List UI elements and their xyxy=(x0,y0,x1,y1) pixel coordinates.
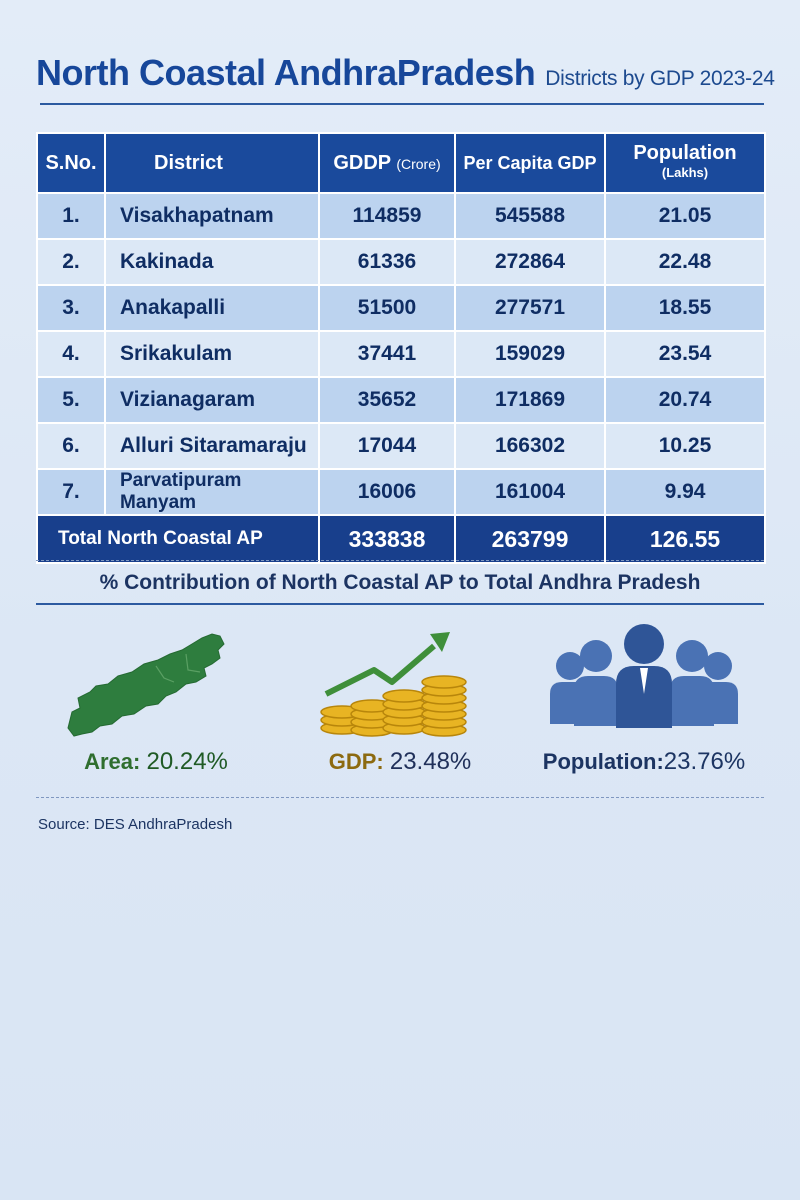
table-row: 3. Anakapalli 51500 277571 18.55 xyxy=(36,284,766,332)
cell-district: Anakapalli xyxy=(104,284,320,332)
cell-per-capita: 277571 xyxy=(454,284,606,332)
cell-gddp: 17044 xyxy=(318,422,456,470)
section-divider-top xyxy=(36,560,764,561)
cell-population: 23.54 xyxy=(604,330,766,378)
area-label: Area: 20.24% xyxy=(84,748,228,775)
table-row: 7. Parvatipuram Manyam 16006 161004 9.94 xyxy=(36,468,766,516)
header-district: District xyxy=(104,132,320,194)
cell-gddp: 35652 xyxy=(318,376,456,424)
cell-population: 18.55 xyxy=(604,284,766,332)
page-title: North Coastal AndhraPradesh xyxy=(36,52,536,93)
page-subtitle: Districts by GDP 2023-24 xyxy=(545,67,775,90)
cell-sno: 6. xyxy=(36,422,106,470)
cell-gddp: 16006 xyxy=(318,468,456,516)
table-header-row: S.No. District GDDP (Crore) Per Capita G… xyxy=(36,132,766,194)
map-icon xyxy=(67,633,225,737)
header-per-capita: Per Capita GDP xyxy=(454,132,606,194)
cell-per-capita: 166302 xyxy=(454,422,606,470)
cell-district: Visakhapatnam xyxy=(104,192,320,240)
cell-district: Parvatipuram Manyam xyxy=(104,468,320,516)
source-note: Source: DES AndhraPradesh xyxy=(38,816,233,833)
cell-sno: 1. xyxy=(36,192,106,240)
population-stat: Population:23.76% xyxy=(524,620,764,780)
table-row: 5. Vizianagaram 35652 171869 20.74 xyxy=(36,376,766,424)
cell-population: 9.94 xyxy=(604,468,766,516)
cell-population: 20.74 xyxy=(604,376,766,424)
cell-gddp: 61336 xyxy=(318,238,456,286)
gdp-value: 23.48% xyxy=(389,748,472,775)
cell-per-capita: 159029 xyxy=(454,330,606,378)
gdp-label: GDP: 23.48% xyxy=(328,748,472,775)
cell-population: 10.25 xyxy=(604,422,766,470)
population-label: Population:23.76% xyxy=(542,748,746,775)
population-value: 23.76% xyxy=(663,748,746,775)
cell-gddp: 37441 xyxy=(318,330,456,378)
table-row: 1. Visakhapatnam 114859 545588 21.05 xyxy=(36,192,766,240)
total-per-capita: 263799 xyxy=(454,514,606,564)
cell-population: 21.05 xyxy=(604,192,766,240)
page-header: North Coastal AndhraPradesh Districts by… xyxy=(36,52,775,94)
table-total-row: Total North Coastal AP 333838 263799 126… xyxy=(36,514,766,564)
total-population: 126.55 xyxy=(604,514,766,564)
cell-gddp: 114859 xyxy=(318,192,456,240)
total-label: Total North Coastal AP xyxy=(36,514,320,564)
section-divider-bottom xyxy=(36,797,764,798)
title-divider xyxy=(40,103,764,105)
cell-sno: 4. xyxy=(36,330,106,378)
cell-sno: 2. xyxy=(36,238,106,286)
cell-per-capita: 545588 xyxy=(454,192,606,240)
contribution-title: % Contribution of North Coastal AP to To… xyxy=(99,571,701,594)
district-gdp-table: S.No. District GDDP (Crore) Per Capita G… xyxy=(36,132,766,564)
coins-growth-icon xyxy=(320,632,467,737)
area-stat: Area: 20.24% xyxy=(36,620,276,780)
gdp-stat: GDP: 23.48% xyxy=(280,620,520,780)
cell-sno: 5. xyxy=(36,376,106,424)
cell-sno: 3. xyxy=(36,284,106,332)
people-icon xyxy=(550,624,738,728)
total-gddp: 333838 xyxy=(318,514,456,564)
table-row: 2. Kakinada 61336 272864 22.48 xyxy=(36,238,766,286)
cell-per-capita: 171869 xyxy=(454,376,606,424)
cell-district: Kakinada xyxy=(104,238,320,286)
cell-district: Alluri Sitaramaraju xyxy=(104,422,320,470)
section-divider xyxy=(36,603,764,605)
cell-population: 22.48 xyxy=(604,238,766,286)
cell-gddp: 51500 xyxy=(318,284,456,332)
cell-per-capita: 272864 xyxy=(454,238,606,286)
area-value: 20.24% xyxy=(146,748,228,775)
cell-sno: 7. xyxy=(36,468,106,516)
header-gddp: GDDP (Crore) xyxy=(318,132,456,194)
cell-per-capita: 161004 xyxy=(454,468,606,516)
table-row: 6. Alluri Sitaramaraju 17044 166302 10.2… xyxy=(36,422,766,470)
table-row: 4. Srikakulam 37441 159029 23.54 xyxy=(36,330,766,378)
cell-district: Vizianagaram xyxy=(104,376,320,424)
header-population: Population (Lakhs) xyxy=(604,132,766,194)
header-sno: S.No. xyxy=(36,132,106,194)
cell-district: Srikakulam xyxy=(104,330,320,378)
